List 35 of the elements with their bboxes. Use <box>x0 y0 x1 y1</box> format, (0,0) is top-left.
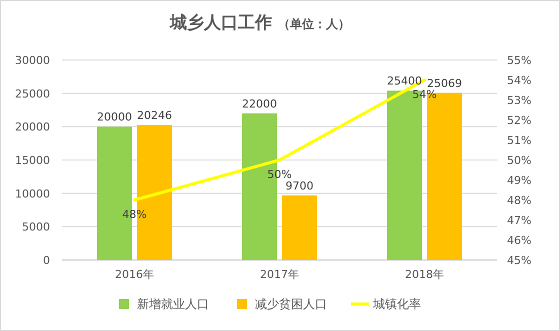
data-label: 25069 <box>427 76 462 90</box>
y2-tick-label: 47% <box>507 214 532 227</box>
x-tick-label: 2017年 <box>260 268 299 281</box>
x-tick-label: 2016年 <box>115 268 154 281</box>
legend-label: 减少贫困人口 <box>255 297 327 311</box>
y2-tick-label: 53% <box>507 94 532 107</box>
y2-tick-label: 45% <box>507 254 532 267</box>
data-label: 25400 <box>387 74 422 88</box>
y2-tick-label: 51% <box>507 134 532 147</box>
y2-tick-label: 48% <box>507 194 532 207</box>
chart-title: 城乡人口工作 <box>169 13 272 33</box>
y2-tick-label: 54% <box>507 74 532 87</box>
y-tick-label: 20000 <box>15 120 50 134</box>
y-tick-label: 30000 <box>15 54 50 67</box>
legend-label: 新增就业人口 <box>137 297 209 311</box>
y2-tick-label: 46% <box>507 234 532 247</box>
data-label: 9700 <box>286 179 314 192</box>
y2-tick-label: 52% <box>507 114 532 127</box>
y2-tick-label: 55% <box>507 54 532 67</box>
y-tick-label: 25000 <box>15 87 50 100</box>
y-tick-label: 15000 <box>15 154 50 167</box>
data-label: 22000 <box>242 97 277 110</box>
y-tick-label: 0 <box>43 254 50 267</box>
data-label: 54% <box>412 88 437 101</box>
data-label: 48% <box>122 208 147 221</box>
data-label: 20246 <box>137 109 172 122</box>
bar <box>282 195 317 260</box>
y-tick-label: 10000 <box>15 187 50 200</box>
x-tick-label: 2018年 <box>405 268 444 281</box>
y-tick-label: 5000 <box>22 220 50 234</box>
y2-tick-label: 50% <box>507 154 532 167</box>
y2-tick-label: 49% <box>507 174 532 187</box>
legend-label: 城镇化率 <box>372 297 421 311</box>
data-label: 20000 <box>97 110 132 124</box>
chart-subtitle: （单位：人） <box>278 17 350 31</box>
